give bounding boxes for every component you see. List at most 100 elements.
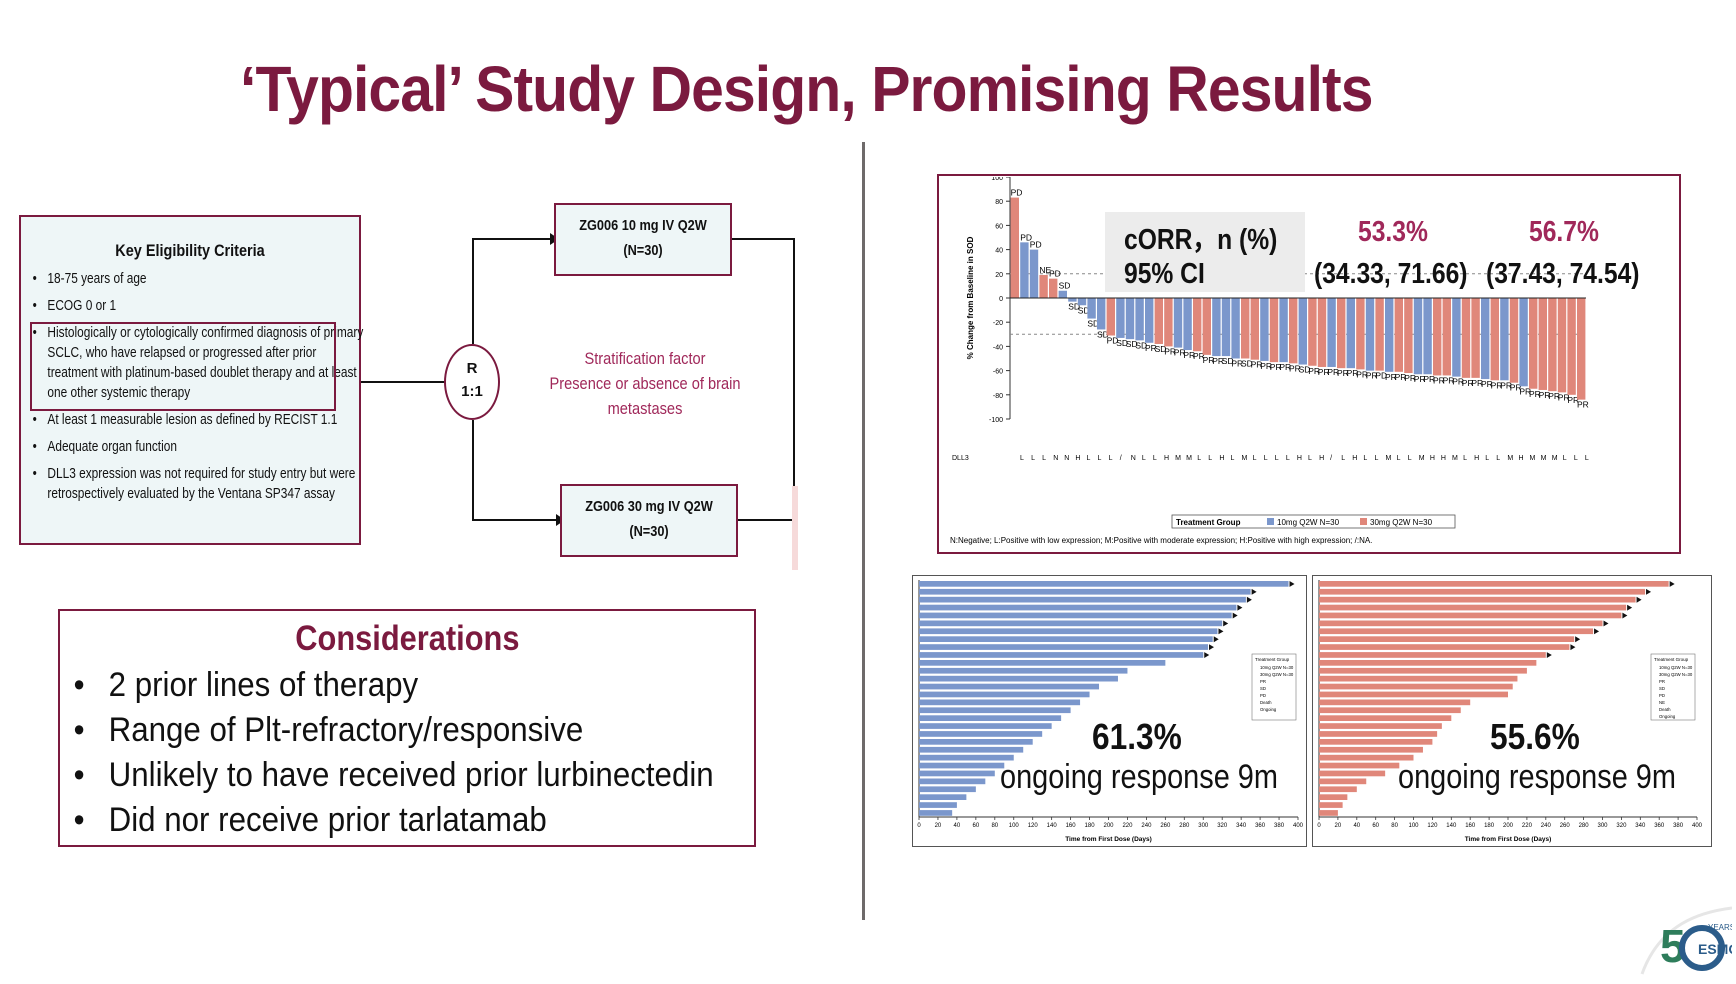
x-tick-label: 200 bbox=[1103, 823, 1114, 829]
dll3-value: L bbox=[1153, 455, 1157, 462]
swimmer-bar bbox=[919, 723, 1052, 729]
waterfall-chart: 100 80 60 40 20 0 -20 -40 -60 -80 -100 % Change fro… bbox=[950, 177, 1589, 545]
waterfall-bar bbox=[1490, 298, 1499, 381]
ongoing-arrow-icon bbox=[1213, 636, 1219, 643]
waterfall-bar bbox=[1193, 298, 1202, 352]
x-tick-label: 360 bbox=[1654, 823, 1665, 829]
waterfall-bar bbox=[1433, 298, 1442, 376]
swimmer-bar bbox=[1319, 731, 1438, 737]
eligibility-heading: Key Eligibility Criteria bbox=[115, 241, 265, 260]
corr-row2-label: 95% CI bbox=[1124, 258, 1205, 290]
swimmer-legend-label: PR bbox=[1260, 679, 1266, 684]
x-tick-label: 60 bbox=[973, 823, 980, 829]
ongoing-arrow-icon bbox=[1232, 612, 1238, 619]
waterfall-bar bbox=[1087, 298, 1096, 319]
waterfall-bar bbox=[1097, 298, 1106, 330]
swimmer-bar bbox=[919, 754, 1014, 761]
response-label: PR bbox=[1529, 389, 1541, 399]
dll3-value: / bbox=[1120, 455, 1122, 462]
x-tick-label: 100 bbox=[1009, 823, 1020, 829]
response-label: PR bbox=[1251, 360, 1263, 370]
response-label: PD bbox=[1020, 232, 1032, 242]
waterfall-bar bbox=[1231, 298, 1240, 359]
response-label: SD bbox=[1059, 281, 1071, 291]
swimmer-bar bbox=[1319, 620, 1603, 627]
response-label: SD bbox=[1155, 344, 1167, 354]
x-tick-label: 240 bbox=[1141, 823, 1152, 829]
swimmer-bar bbox=[919, 683, 1100, 690]
x-tick-label: 180 bbox=[1085, 823, 1096, 829]
waterfall-bar bbox=[1279, 298, 1288, 363]
dll3-value: H bbox=[1430, 455, 1435, 462]
dll3-value: H bbox=[1352, 455, 1357, 462]
swimmer-bar bbox=[1319, 754, 1414, 761]
dll3-value: H bbox=[1075, 455, 1080, 462]
dll3-value: L bbox=[1197, 455, 1201, 462]
response-label: PR bbox=[1174, 348, 1186, 358]
footnote: N:Negative; L:Positive with low expressi… bbox=[950, 536, 1372, 545]
waterfall-bar bbox=[1308, 298, 1317, 366]
ongoing-arrow-icon bbox=[1636, 596, 1642, 603]
x-tick-label: 400 bbox=[1293, 823, 1304, 829]
swimmer-bar bbox=[919, 675, 1118, 682]
dll3-value: H bbox=[1319, 455, 1324, 462]
ongoing-arrow-icon bbox=[1204, 652, 1210, 658]
waterfall-bar bbox=[1049, 278, 1058, 298]
dll3-value: L bbox=[1286, 455, 1290, 462]
x-tick-label: 300 bbox=[1198, 823, 1209, 829]
response-label: PR bbox=[1443, 375, 1455, 385]
swimmer-bar bbox=[919, 762, 1005, 769]
dll3-value: L bbox=[1275, 455, 1279, 462]
response-label: PR bbox=[1395, 372, 1407, 382]
corr-arm10-ci: (34.33, 71.66) bbox=[1314, 258, 1468, 290]
waterfall-bar bbox=[1461, 298, 1471, 378]
dll3-value: L bbox=[1020, 455, 1024, 462]
arm-box-10mg: ZG006 10 mg IV Q2W (N=30) bbox=[554, 203, 732, 276]
x-tick-label: 340 bbox=[1236, 823, 1247, 829]
eligibility-item: Histologically or cytologically confirme… bbox=[31, 323, 367, 403]
waterfall-bar bbox=[1010, 197, 1019, 298]
randomization-label: R bbox=[466, 360, 478, 377]
considerations-item: Did nor receive prior tarlatamab bbox=[70, 798, 753, 843]
swimmer-bar bbox=[1319, 604, 1627, 611]
dll3-value: H bbox=[1474, 455, 1479, 462]
considerations-heading: Considerations bbox=[294, 619, 520, 658]
response-label: PR bbox=[1279, 362, 1291, 372]
dll3-value: L bbox=[1253, 455, 1257, 462]
vertical-divider bbox=[862, 142, 865, 920]
swimmer-bar bbox=[919, 810, 953, 816]
response-label: PR bbox=[1414, 374, 1426, 384]
response-label: PR bbox=[1318, 367, 1330, 377]
dll3-value: L bbox=[1109, 455, 1113, 462]
legend-title: Treatment Group bbox=[1176, 518, 1241, 527]
swimmer-bar bbox=[1319, 667, 1527, 674]
y-tick-label: 60 bbox=[995, 223, 1003, 230]
ongoing-label-30mg: ongoing response 9m bbox=[1398, 758, 1676, 796]
waterfall-bar bbox=[1135, 298, 1144, 341]
swimmer-bar bbox=[919, 644, 1208, 650]
x-tick-label: 220 bbox=[1122, 823, 1133, 829]
dll3-value: L bbox=[1042, 455, 1046, 462]
waterfall-bar bbox=[1548, 298, 1557, 392]
waterfall-bar bbox=[1212, 298, 1221, 357]
stratification-factor: Presence or absence of brain metastases bbox=[549, 374, 741, 418]
response-label: PR bbox=[1491, 380, 1503, 390]
swimmer-bar bbox=[1319, 683, 1513, 690]
dll3-value: L bbox=[1485, 455, 1489, 462]
response-label: PD bbox=[1107, 336, 1119, 346]
waterfall-bar bbox=[1125, 298, 1135, 340]
response-label: PR bbox=[1337, 368, 1349, 378]
legend-swatch bbox=[1267, 518, 1274, 525]
dll3-value: M bbox=[1541, 455, 1547, 462]
waterfall-bar bbox=[1509, 298, 1519, 383]
swimmer-bar bbox=[1319, 596, 1636, 603]
x-tick-label: 160 bbox=[1465, 823, 1476, 829]
swimmer-bar bbox=[919, 596, 1246, 603]
arm-box-30mg: ZG006 30 mg IV Q2W (N=30) bbox=[560, 484, 738, 557]
dll3-value: L bbox=[1574, 455, 1578, 462]
dll3-row-label: DLL3 bbox=[952, 455, 969, 462]
ongoing-pct-30mg: 55.6% bbox=[1490, 716, 1580, 757]
swimmer-chart-10mg: 0 20 40 60 80 100 120 140 160 180 200 220 240 260 280 3… bbox=[917, 580, 1304, 843]
swimmer-bar bbox=[1319, 644, 1570, 650]
response-label: PR bbox=[1433, 375, 1445, 385]
